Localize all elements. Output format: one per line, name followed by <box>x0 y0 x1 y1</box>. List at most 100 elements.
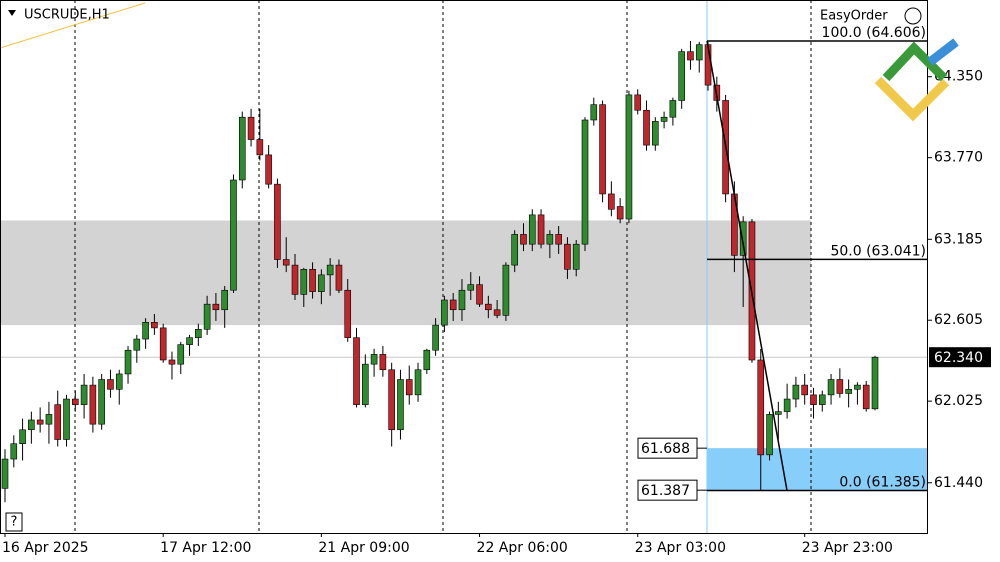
candle-body <box>854 384 861 390</box>
target-label: 61.688 <box>641 441 690 457</box>
candle-body <box>792 384 800 400</box>
y-tick-label: 63.770 <box>934 150 983 166</box>
candle-body <box>493 309 501 316</box>
candle-body <box>80 384 88 405</box>
candle-body <box>818 394 826 405</box>
logo-part <box>874 76 950 122</box>
candle-body <box>230 179 237 291</box>
candle-body <box>54 404 62 440</box>
background-layer <box>0 0 928 533</box>
candle-body <box>203 303 211 330</box>
day-separators <box>74 0 812 533</box>
x-tick-label: 16 Apr 2025 <box>2 540 89 556</box>
candle-body <box>678 51 685 101</box>
y-tick-label: 62.025 <box>934 393 983 409</box>
candle-body <box>862 384 870 410</box>
candle-body <box>115 373 123 390</box>
candle-body <box>695 44 703 61</box>
candle-body <box>634 94 642 111</box>
x-tick-label: 23 Apr 03:00 <box>635 540 726 556</box>
candle-body <box>1 458 9 489</box>
candle-body <box>124 349 132 375</box>
easy-order-label[interactable]: EasyOrder <box>820 9 888 24</box>
candle-body <box>133 338 141 351</box>
candle-body <box>405 379 413 396</box>
x-tick-label: 22 Apr 06:00 <box>477 540 568 556</box>
candle-body <box>546 234 554 245</box>
candle-body <box>370 354 378 365</box>
candle-body <box>590 104 598 121</box>
logo-part <box>927 38 959 66</box>
x-tick-label: 21 Apr 09:00 <box>318 540 409 556</box>
candle-body <box>599 104 606 195</box>
fib-label: 50.0 (63.041) <box>830 243 926 259</box>
target-zone <box>707 448 928 491</box>
trendline <box>0 2 146 49</box>
candle-body <box>476 284 483 305</box>
candle-body <box>502 264 510 316</box>
candle-body <box>10 443 18 460</box>
candle-body <box>414 369 422 396</box>
candle-body <box>871 356 879 410</box>
candle-body <box>528 214 536 245</box>
logo <box>874 38 959 122</box>
candle-body <box>28 419 35 431</box>
fib-label: 0.0 (61.385) <box>839 474 926 490</box>
easy-order-icon[interactable] <box>904 7 922 25</box>
candle-body <box>845 388 852 394</box>
candle-body <box>564 243 571 270</box>
candle-body <box>467 284 475 291</box>
target-label-box <box>637 479 698 501</box>
candle-body <box>441 299 448 326</box>
candle-body <box>72 398 79 405</box>
candle-body <box>643 109 650 146</box>
x-tick-label: 17 Apr 12:00 <box>160 540 251 556</box>
y-tick-label: 61.440 <box>934 475 983 491</box>
candle-body <box>45 414 53 425</box>
candle-body <box>388 369 395 431</box>
candle-body <box>159 327 167 361</box>
candle-body <box>616 206 624 220</box>
help-icon[interactable]: ? <box>11 515 18 530</box>
help-button[interactable] <box>5 512 23 532</box>
candle-body <box>309 268 316 292</box>
candle-body <box>836 379 844 394</box>
candle-body <box>362 363 369 405</box>
candle-body <box>36 419 44 425</box>
candle-body <box>669 100 677 118</box>
candle-body <box>555 234 562 245</box>
zone <box>1 220 811 326</box>
candle-body <box>783 398 791 412</box>
last-price-box <box>929 347 991 368</box>
candle-body <box>168 359 176 365</box>
candle-body <box>397 379 404 431</box>
candle-body <box>827 379 835 396</box>
candle-body <box>520 234 527 245</box>
candle-body <box>766 414 773 456</box>
plot-border <box>0 0 928 534</box>
candle-body <box>335 264 343 291</box>
candle-body <box>810 394 817 405</box>
candle-body <box>652 121 659 146</box>
candle-body <box>449 299 457 311</box>
candle-body <box>291 264 299 295</box>
candle-body <box>379 354 387 371</box>
y-tick-label: 62.605 <box>934 312 983 328</box>
candle-body <box>432 324 439 351</box>
y-tick-label: 63.185 <box>934 231 983 247</box>
chart-title: USCRUDE,H1 <box>24 8 110 23</box>
candle-body <box>660 116 668 122</box>
menu-arrow[interactable] <box>8 10 16 16</box>
candle-body <box>19 429 26 445</box>
last-price-label: 62.340 <box>934 350 983 366</box>
fib-trend <box>706 40 788 491</box>
candle-body <box>581 119 589 245</box>
candle-body <box>572 243 580 270</box>
target-label-box <box>637 437 698 459</box>
logo-part <box>882 41 948 82</box>
candle-body <box>608 193 615 210</box>
candle-body <box>107 379 114 390</box>
candle-body <box>151 322 158 329</box>
candle-body <box>265 154 272 185</box>
fib-label: 100.0 (64.606) <box>822 25 926 41</box>
